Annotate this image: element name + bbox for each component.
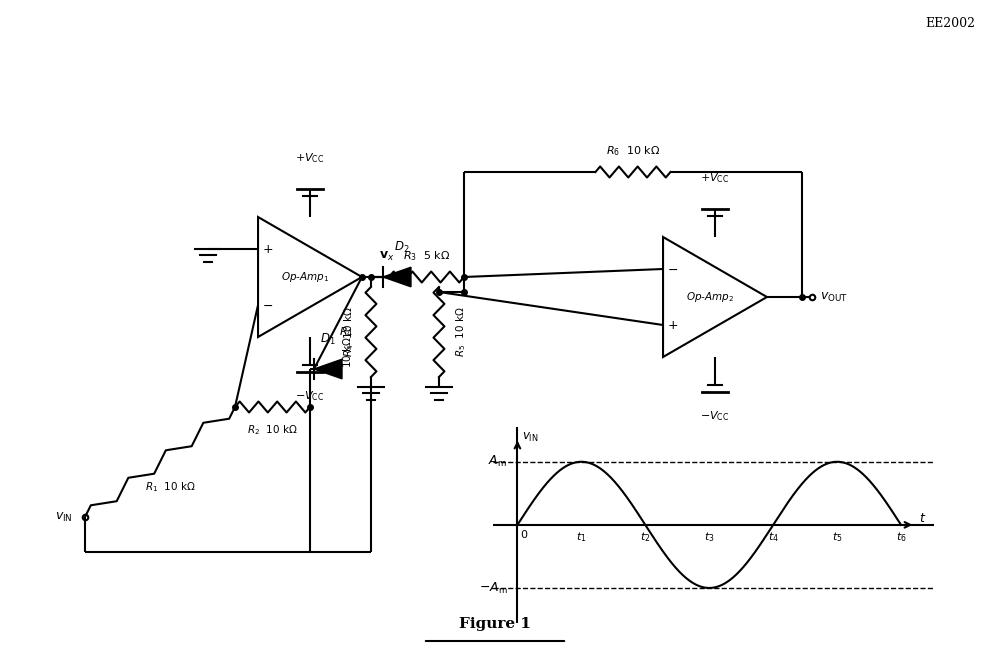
Text: $R_1$  10 k$\Omega$: $R_1$ 10 k$\Omega$ (145, 480, 195, 494)
Text: $-V_{\rm CC}$: $-V_{\rm CC}$ (295, 389, 325, 403)
Text: $v_{\rm IN}$: $v_{\rm IN}$ (523, 431, 539, 444)
Text: $+V_{\rm CC}$: $+V_{\rm CC}$ (700, 171, 730, 185)
Text: $t_1$: $t_1$ (576, 530, 587, 544)
Text: +: + (262, 243, 273, 256)
Text: $v_{\rm IN}$: $v_{\rm IN}$ (55, 511, 73, 524)
Text: 0: 0 (521, 530, 528, 540)
Text: $D_2$: $D_2$ (394, 240, 410, 255)
Text: $-A_{\rm m}$: $-A_{\rm m}$ (478, 580, 507, 595)
Text: $R_4$  10 k$\Omega$: $R_4$ 10 k$\Omega$ (343, 306, 355, 357)
Text: $-V_{\rm CC}$: $-V_{\rm CC}$ (700, 409, 730, 422)
Text: $t_3$: $t_3$ (704, 530, 715, 544)
Text: $\mathbf{v}_x$: $\mathbf{v}_x$ (379, 250, 394, 263)
Text: $t_4$: $t_4$ (767, 530, 778, 544)
Text: $t_6$: $t_6$ (896, 530, 907, 544)
Text: $-$: $-$ (667, 263, 678, 276)
Text: 10 k$\Omega$: 10 k$\Omega$ (341, 336, 353, 368)
Text: $t_2$: $t_2$ (641, 530, 650, 544)
Text: +: + (667, 318, 678, 331)
Polygon shape (314, 359, 342, 379)
Text: $v_{\rm OUT}$: $v_{\rm OUT}$ (820, 290, 847, 304)
Text: $R_5$  10 k$\Omega$: $R_5$ 10 k$\Omega$ (454, 306, 468, 357)
Text: $Op$-$Amp_2$: $Op$-$Amp_2$ (686, 290, 734, 304)
Text: $A_{\rm m}$: $A_{\rm m}$ (488, 454, 507, 469)
Text: $D_1$: $D_1$ (320, 332, 336, 347)
Text: $R_3$  5 k$\Omega$: $R_3$ 5 k$\Omega$ (403, 249, 450, 263)
Text: $-$: $-$ (262, 299, 273, 312)
Text: $R_6$  10 k$\Omega$: $R_6$ 10 k$\Omega$ (606, 144, 660, 158)
Text: Figure 1: Figure 1 (459, 617, 531, 631)
Text: $R_2$  10 k$\Omega$: $R_2$ 10 k$\Omega$ (248, 423, 298, 437)
Text: $R_4$: $R_4$ (339, 325, 353, 339)
Text: $t$: $t$ (920, 512, 927, 525)
Text: $t_5$: $t_5$ (832, 530, 842, 544)
Text: EE2002: EE2002 (925, 17, 975, 30)
Text: $+V_{\rm CC}$: $+V_{\rm CC}$ (295, 151, 325, 165)
Polygon shape (383, 267, 411, 287)
Text: $Op$-$Amp_1$: $Op$-$Amp_1$ (281, 270, 329, 284)
